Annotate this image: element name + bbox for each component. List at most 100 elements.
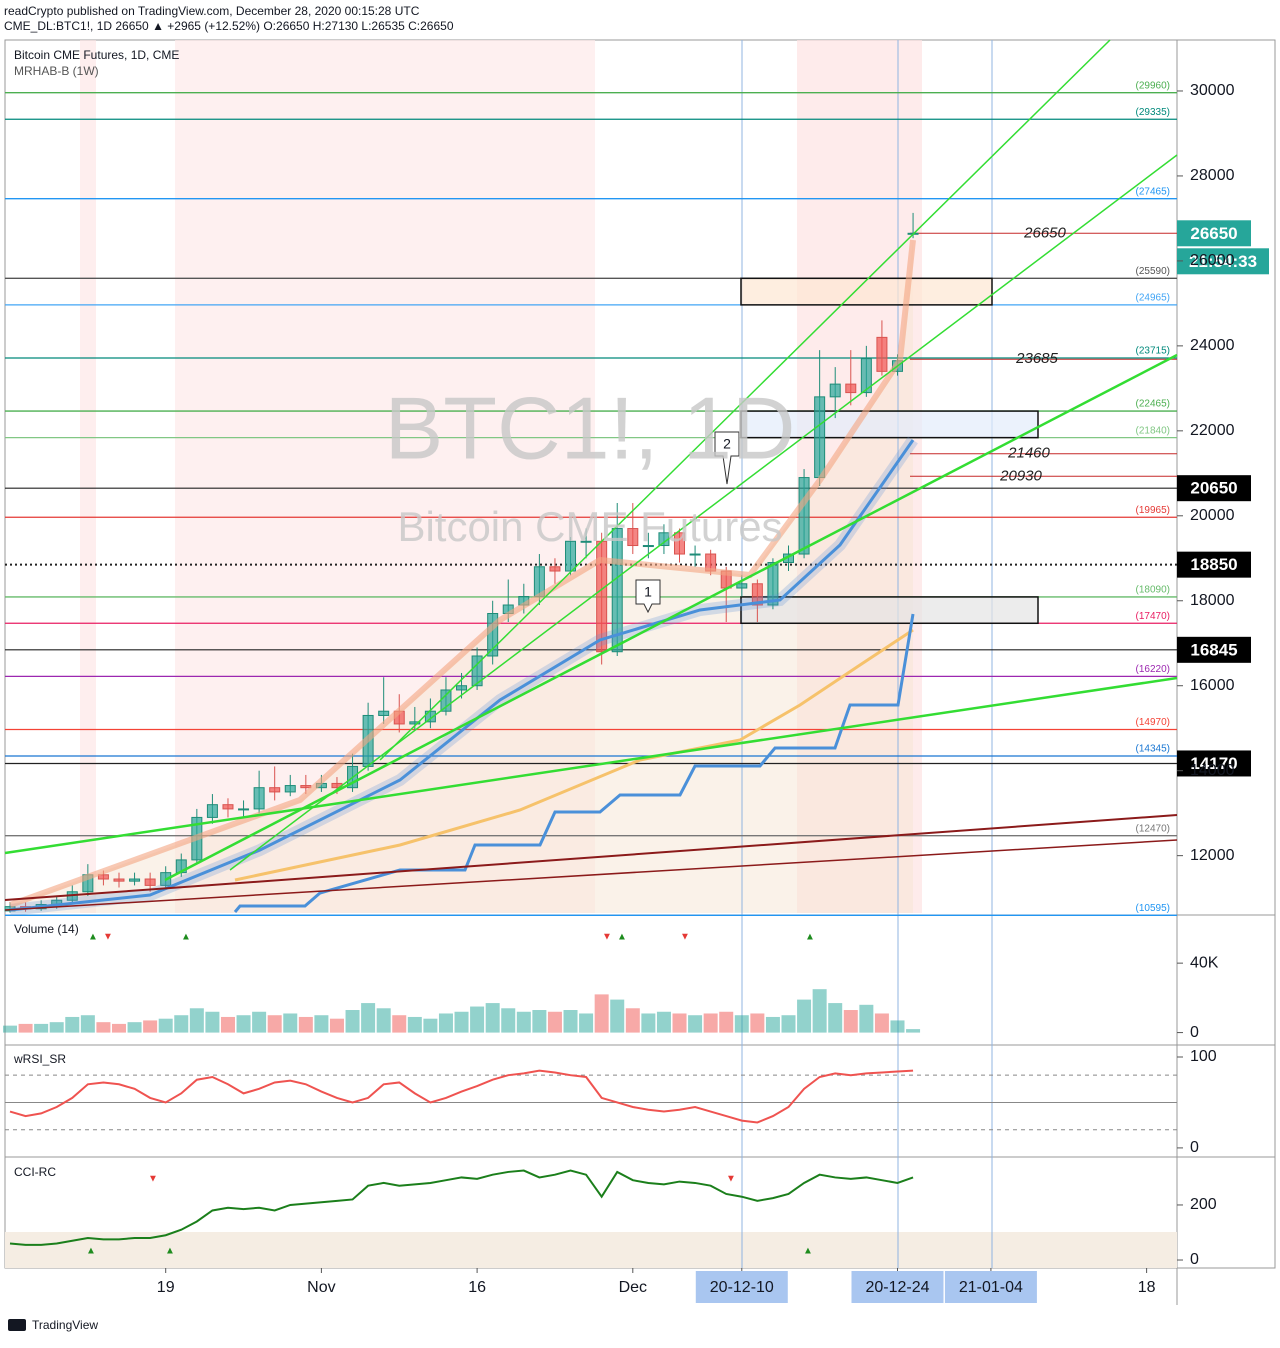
volume-bar bbox=[874, 1013, 889, 1033]
volume-bar bbox=[610, 999, 625, 1033]
volume-bar bbox=[797, 999, 812, 1033]
signal-arrow: ▲ bbox=[165, 1246, 175, 1257]
volume-bar bbox=[158, 1018, 173, 1033]
annotation: 20930 bbox=[999, 467, 1042, 484]
candle-body bbox=[876, 336, 888, 372]
signal-arrow: ▲ bbox=[86, 1246, 96, 1257]
x-tick-label: 16 bbox=[468, 1279, 486, 1296]
x-tick-highlight bbox=[851, 1271, 944, 1303]
candle-body bbox=[456, 685, 468, 691]
signal-arrow: ▲ bbox=[803, 1246, 813, 1257]
volume-bar bbox=[594, 994, 609, 1033]
trendline bbox=[4, 814, 1178, 901]
candle-body bbox=[689, 553, 701, 556]
countdown: 21:54:33 bbox=[1189, 252, 1257, 271]
candle-body bbox=[284, 785, 296, 793]
price-badge bbox=[1177, 220, 1251, 247]
volume-bar bbox=[656, 1011, 671, 1033]
price-badge-label: 20650 bbox=[1190, 479, 1237, 498]
volume-bar bbox=[49, 1022, 64, 1033]
annotation: 21460 bbox=[1007, 445, 1050, 462]
callout-box bbox=[714, 431, 740, 485]
indicator-line bbox=[9, 1169, 914, 1246]
x-tick-highlight bbox=[944, 1271, 1037, 1303]
volume-bar bbox=[563, 1010, 578, 1033]
trendline bbox=[4, 676, 1178, 855]
y-tick-label: 200 bbox=[1190, 1196, 1217, 1213]
volume-bar bbox=[174, 1015, 189, 1033]
price-cloud bbox=[8, 239, 916, 908]
volume-bar bbox=[111, 1023, 126, 1033]
volume-bar bbox=[345, 1010, 360, 1033]
chart-subtitle: MRHAB-B (1W) bbox=[14, 64, 99, 78]
level-label: (14970) bbox=[1136, 717, 1170, 728]
candle-body bbox=[409, 721, 421, 725]
volume-bar bbox=[547, 1011, 562, 1033]
candle-body bbox=[798, 477, 810, 555]
candle-body bbox=[674, 532, 686, 555]
price-badge bbox=[1177, 551, 1251, 578]
volume-bar bbox=[734, 1015, 749, 1033]
price-badge bbox=[1177, 636, 1251, 663]
level-label: (27465) bbox=[1136, 186, 1170, 197]
level-label: (18090) bbox=[1136, 585, 1170, 596]
volume-bar bbox=[485, 1003, 500, 1033]
annotation: 23685 bbox=[1015, 350, 1058, 367]
pane-title: CCI-RC bbox=[14, 1165, 56, 1179]
candle-body bbox=[814, 396, 826, 479]
callout: 1 bbox=[644, 584, 652, 600]
level-label: (19965) bbox=[1136, 505, 1170, 516]
y-tick-label: 26000 bbox=[1190, 252, 1235, 269]
y-tick-label: 18000 bbox=[1190, 592, 1235, 609]
volume-bar bbox=[672, 1013, 687, 1033]
candle-body bbox=[829, 383, 841, 398]
candle-body bbox=[129, 878, 141, 882]
x-tick-label: 20-12-10 bbox=[710, 1279, 774, 1296]
candle-body bbox=[736, 583, 748, 589]
candle-body bbox=[269, 787, 281, 793]
signal-arrow: ▲ bbox=[88, 932, 98, 943]
x-tick-label: Nov bbox=[307, 1279, 335, 1296]
volume-bar bbox=[18, 1023, 33, 1033]
indicator-line bbox=[9, 1069, 914, 1124]
level-label: (24965) bbox=[1136, 293, 1170, 304]
volume-bar bbox=[127, 1022, 142, 1033]
price-badge bbox=[1177, 750, 1251, 777]
volume-bar bbox=[189, 1008, 204, 1033]
y-tick-label: 0 bbox=[1190, 1251, 1199, 1268]
quote: CME_DL:BTC1!, 1D 26650 ▲ +2965 (+12.52%)… bbox=[4, 19, 454, 33]
volume-bar bbox=[423, 1018, 438, 1033]
price-badge-label: 26650 bbox=[1190, 224, 1237, 243]
volume-bar bbox=[220, 1016, 235, 1033]
x-tick-label: 19 bbox=[157, 1279, 175, 1296]
watermark: BTC1!, 1D bbox=[385, 378, 796, 477]
trendline bbox=[229, 154, 1178, 871]
signal-arrow: ▲ bbox=[805, 932, 815, 943]
volume-bar bbox=[501, 1008, 516, 1033]
candle-body bbox=[549, 566, 561, 572]
level-label: (12470) bbox=[1136, 823, 1170, 834]
candle-body bbox=[565, 540, 577, 572]
volume-bar bbox=[516, 1011, 531, 1033]
footer[interactable]: TradingView bbox=[32, 1318, 98, 1332]
level-label: (17470) bbox=[1136, 611, 1170, 622]
watermark-subtitle: Bitcoin CME Futures bbox=[397, 503, 782, 550]
x-tick-highlight bbox=[695, 1271, 788, 1303]
level-label: (10595) bbox=[1136, 903, 1170, 914]
candle-body bbox=[378, 710, 390, 716]
mrhab-line bbox=[233, 613, 915, 913]
volume-bar bbox=[906, 1029, 921, 1033]
marks bbox=[3, 92, 1177, 1246]
candle-body bbox=[627, 528, 639, 547]
candle-body bbox=[300, 785, 312, 789]
volume-bar bbox=[205, 1011, 220, 1033]
volume-bar bbox=[532, 1010, 547, 1033]
candle-body bbox=[471, 655, 483, 687]
candle-body bbox=[580, 540, 592, 543]
volume-bar bbox=[843, 1010, 858, 1033]
volume-bar bbox=[641, 1013, 656, 1033]
volume-bar bbox=[65, 1016, 80, 1033]
level-label: (29960) bbox=[1136, 80, 1170, 91]
cci-band bbox=[5, 1232, 1177, 1268]
candle-body bbox=[751, 583, 763, 606]
